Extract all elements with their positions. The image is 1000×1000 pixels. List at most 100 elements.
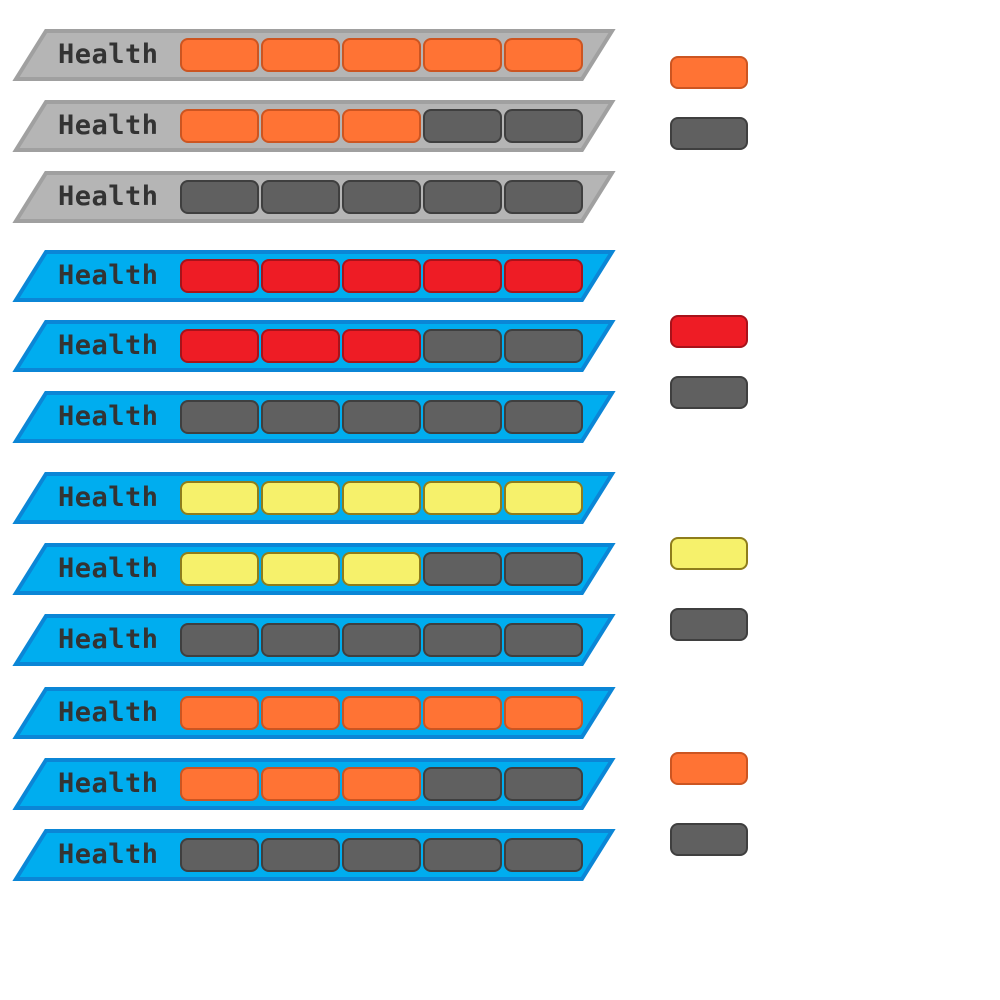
health-bar-12: Health xyxy=(12,829,616,881)
health-segment-empty xyxy=(342,623,421,657)
segment-swatch-red xyxy=(670,315,748,348)
health-segments xyxy=(180,696,583,730)
health-segment-filled xyxy=(180,696,259,730)
health-segment-filled xyxy=(261,259,340,293)
health-segment-empty xyxy=(504,400,583,434)
health-label: Health xyxy=(58,39,159,70)
health-segment-filled xyxy=(342,259,421,293)
health-segment-filled xyxy=(180,329,259,363)
health-segment-empty xyxy=(342,838,421,872)
health-segment-filled xyxy=(261,109,340,143)
health-segment-filled xyxy=(261,767,340,801)
health-segment-filled xyxy=(342,109,421,143)
health-segment-filled xyxy=(504,481,583,515)
health-segment-empty xyxy=(423,400,502,434)
segment-swatch-empty xyxy=(670,608,748,641)
health-bar-9: Health xyxy=(12,614,616,666)
health-bar-4: Health xyxy=(12,250,616,302)
health-segments xyxy=(180,259,583,293)
health-label: Health xyxy=(58,553,159,584)
health-segment-empty xyxy=(504,623,583,657)
health-segments xyxy=(180,109,583,143)
health-segment-filled xyxy=(342,696,421,730)
health-segment-filled xyxy=(504,696,583,730)
health-segment-empty xyxy=(423,838,502,872)
health-segment-filled xyxy=(180,38,259,72)
health-label: Health xyxy=(58,401,159,432)
health-segment-empty xyxy=(504,180,583,214)
health-segment-filled xyxy=(261,38,340,72)
health-bar-6: Health xyxy=(12,391,616,443)
health-segment-empty xyxy=(342,180,421,214)
health-segment-filled xyxy=(261,552,340,586)
health-segment-empty xyxy=(423,329,502,363)
segment-swatch-empty xyxy=(670,823,748,856)
health-segment-empty xyxy=(261,623,340,657)
segment-swatch-empty xyxy=(670,376,748,409)
health-segments xyxy=(180,180,583,214)
health-segment-empty xyxy=(423,623,502,657)
health-segment-filled xyxy=(423,481,502,515)
health-segment-empty xyxy=(504,552,583,586)
health-bar-2: Health xyxy=(12,100,616,152)
health-segment-filled xyxy=(342,552,421,586)
health-segment-filled xyxy=(261,329,340,363)
health-segment-empty xyxy=(423,109,502,143)
health-segment-filled xyxy=(180,259,259,293)
health-segments xyxy=(180,767,583,801)
health-segments xyxy=(180,838,583,872)
health-segment-empty xyxy=(261,180,340,214)
health-label: Health xyxy=(58,624,159,655)
health-bar-8: Health xyxy=(12,543,616,595)
health-segment-empty xyxy=(423,552,502,586)
health-segments xyxy=(180,329,583,363)
health-segment-empty xyxy=(423,180,502,214)
segment-swatch-orange xyxy=(670,752,748,785)
health-segment-filled xyxy=(423,38,502,72)
health-segment-empty xyxy=(504,329,583,363)
health-bar-11: Health xyxy=(12,758,616,810)
health-segments xyxy=(180,481,583,515)
health-label: Health xyxy=(58,110,159,141)
health-segment-empty xyxy=(342,400,421,434)
health-segment-empty xyxy=(504,109,583,143)
health-segments xyxy=(180,623,583,657)
health-segment-empty xyxy=(261,838,340,872)
health-segment-empty xyxy=(504,838,583,872)
health-segment-empty xyxy=(180,400,259,434)
health-segment-filled xyxy=(180,552,259,586)
health-label: Health xyxy=(58,839,159,870)
health-segment-empty xyxy=(504,767,583,801)
health-segment-filled xyxy=(342,767,421,801)
health-segments xyxy=(180,552,583,586)
health-segment-empty xyxy=(261,400,340,434)
health-segment-empty xyxy=(180,180,259,214)
health-segments xyxy=(180,38,583,72)
health-segment-filled xyxy=(261,696,340,730)
segment-swatch-yellow xyxy=(670,537,748,570)
health-segment-empty xyxy=(423,767,502,801)
health-segment-filled xyxy=(504,259,583,293)
health-segment-filled xyxy=(504,38,583,72)
health-bar-10: Health xyxy=(12,687,616,739)
health-segment-filled xyxy=(342,481,421,515)
health-segment-filled xyxy=(423,259,502,293)
health-bar-7: Health xyxy=(12,472,616,524)
health-segment-filled xyxy=(261,481,340,515)
health-segment-filled xyxy=(342,38,421,72)
health-label: Health xyxy=(58,482,159,513)
health-label: Health xyxy=(58,260,159,291)
health-label: Health xyxy=(58,768,159,799)
health-bar-5: Health xyxy=(12,320,616,372)
health-segments xyxy=(180,400,583,434)
segment-swatch-orange xyxy=(670,56,748,89)
health-segment-empty xyxy=(180,623,259,657)
segment-swatch-empty xyxy=(670,117,748,150)
health-segment-filled xyxy=(180,109,259,143)
health-segment-filled xyxy=(342,329,421,363)
health-label: Health xyxy=(58,181,159,212)
health-segment-filled xyxy=(180,481,259,515)
health-label: Health xyxy=(58,697,159,728)
health-segment-filled xyxy=(180,767,259,801)
